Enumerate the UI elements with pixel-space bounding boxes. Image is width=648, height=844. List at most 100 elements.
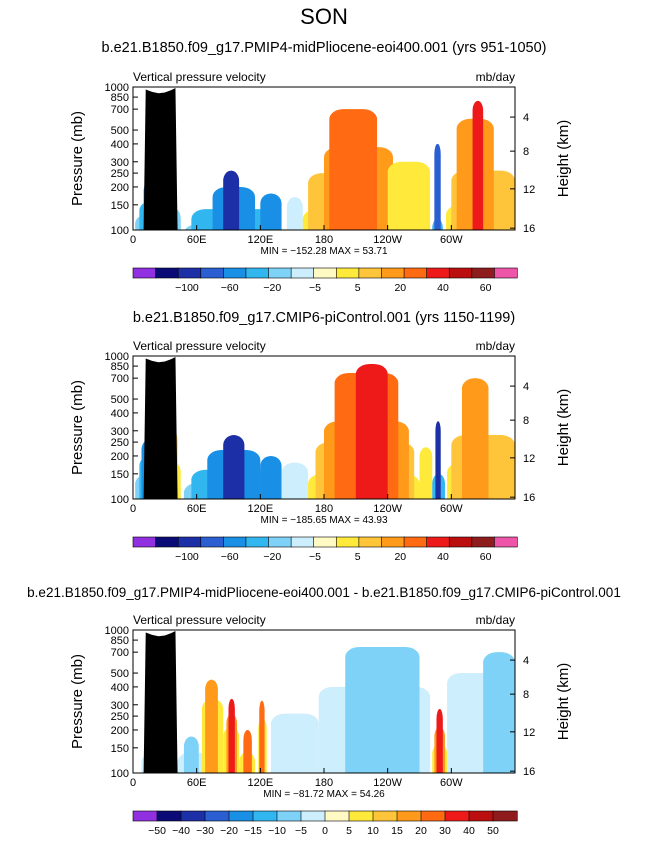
y-tick-label: 850 [111, 635, 129, 647]
y2-tick-label: 8 [523, 415, 529, 427]
y2-tick-label: 16 [523, 766, 535, 778]
colorbar-swatch [471, 267, 496, 279]
chart-panel-3: b.e21.B1850.f09_g17.PMIP4-midPliocene-eo… [27, 585, 621, 837]
y-tick-label: 1000 [105, 82, 129, 94]
colorbar-swatch [132, 267, 157, 279]
colorbar-swatch [290, 536, 315, 548]
colorbar-label: 5 [355, 551, 361, 563]
colorbar-label: 40 [437, 551, 449, 563]
colorbar-label: −30 [196, 825, 214, 837]
variable-label: Vertical pressure velocity [133, 339, 266, 353]
contour-region [435, 421, 441, 499]
colorbar-label: −50 [148, 825, 166, 837]
colorbar-swatch [276, 810, 302, 822]
y-tick-label: 150 [111, 469, 129, 481]
colorbar-label: 15 [391, 825, 403, 837]
contour-region [281, 462, 309, 499]
topography-mask [143, 87, 178, 230]
colorbar-swatch [492, 810, 518, 822]
contour-region [223, 170, 240, 230]
contour-region [472, 100, 484, 230]
colorbar-swatch [132, 810, 158, 822]
y-tick-label: 700 [111, 647, 129, 659]
variable-label: Vertical pressure velocity [133, 613, 266, 627]
y2-tick-label: 12 [523, 184, 535, 196]
colorbar-label: 50 [487, 825, 499, 837]
contour-region [329, 109, 378, 230]
panel-title: b.e21.B1850.f09_g17.PMIP4-midPliocene-eo… [27, 585, 621, 600]
colorbar-swatch [177, 267, 202, 279]
y2-axis-title: Height (km) [555, 663, 572, 741]
colorbar-swatch [223, 267, 247, 279]
y-tick-label: 100 [111, 768, 129, 780]
colorbar-label: −5 [309, 282, 321, 294]
contour-region [461, 378, 489, 499]
contour-region [387, 161, 431, 230]
colorbar-swatch [494, 267, 518, 279]
y-tick-label: 500 [111, 394, 129, 406]
x-tick-label: 180 [315, 234, 333, 246]
x-tick-label: 0 [130, 234, 136, 246]
y-axis-title: Pressure (mb) [69, 111, 86, 206]
colorbar-label: −60 [221, 551, 239, 563]
y-tick-label: 850 [111, 361, 129, 373]
x-tick-label: 120E [247, 777, 273, 789]
colorbar-label: 0 [322, 825, 328, 837]
y2-tick-label: 8 [523, 689, 529, 701]
y-tick-label: 850 [111, 92, 129, 104]
y2-tick-label: 4 [523, 381, 529, 393]
contour-region [228, 698, 235, 773]
colorbar-swatch [426, 536, 450, 548]
contour-region [183, 736, 199, 773]
colorbar-swatch [471, 536, 496, 548]
y-tick-label: 100 [111, 225, 129, 237]
contour-field [141, 630, 515, 773]
colorbar-swatch [155, 536, 179, 548]
contour-field [135, 87, 515, 230]
x-tick-label: 120W [373, 503, 402, 515]
colorbar-label: 20 [415, 825, 427, 837]
units-label: mb/day [476, 613, 515, 627]
colorbar-swatch [290, 267, 315, 279]
colorbar-swatch [372, 810, 398, 822]
colorbar-label: 5 [355, 282, 361, 294]
colorbar-label: −10 [268, 825, 286, 837]
y-tick-label: 400 [111, 408, 129, 420]
colorbar-swatch [348, 810, 374, 822]
colorbar-label: −5 [295, 825, 307, 837]
y-tick-label: 100 [111, 494, 129, 506]
colorbar-label: −5 [309, 551, 321, 563]
y-tick-label: 200 [111, 182, 129, 194]
topography-mask [143, 356, 178, 499]
topography-mask [143, 630, 178, 773]
y2-tick-label: 12 [523, 453, 535, 465]
colorbar-swatch [403, 267, 428, 279]
colorbar-label: −20 [263, 282, 281, 294]
contour-region [243, 729, 252, 773]
season-title: SON [300, 4, 348, 29]
min-max-stats: MIN = −81.72 MAX = 54.26 [263, 789, 385, 800]
colorbar-label: 60 [480, 282, 492, 294]
colorbar-swatch [324, 810, 350, 822]
y-tick-label: 200 [111, 451, 129, 463]
y-tick-label: 250 [111, 168, 129, 180]
y-tick-label: 250 [111, 711, 129, 723]
contour-region [483, 652, 515, 773]
contour-region [260, 193, 282, 230]
y2-tick-label: 4 [523, 112, 529, 124]
colorbar-swatch [268, 536, 292, 548]
contour-region [355, 363, 388, 499]
y-tick-label: 500 [111, 125, 129, 137]
x-tick-label: 180 [315, 777, 333, 789]
contour-region [345, 647, 420, 773]
contour-region [270, 713, 319, 773]
variable-label: Vertical pressure velocity [133, 70, 266, 84]
colorbar-label: 40 [437, 282, 449, 294]
colorbar-swatch [494, 536, 518, 548]
y-tick-label: 300 [111, 426, 129, 438]
colorbar-swatch [223, 536, 247, 548]
colorbar-swatch [426, 267, 450, 279]
colorbar-swatch [177, 536, 202, 548]
y-axis-title: Pressure (mb) [69, 654, 86, 749]
colorbar-swatch [403, 536, 428, 548]
